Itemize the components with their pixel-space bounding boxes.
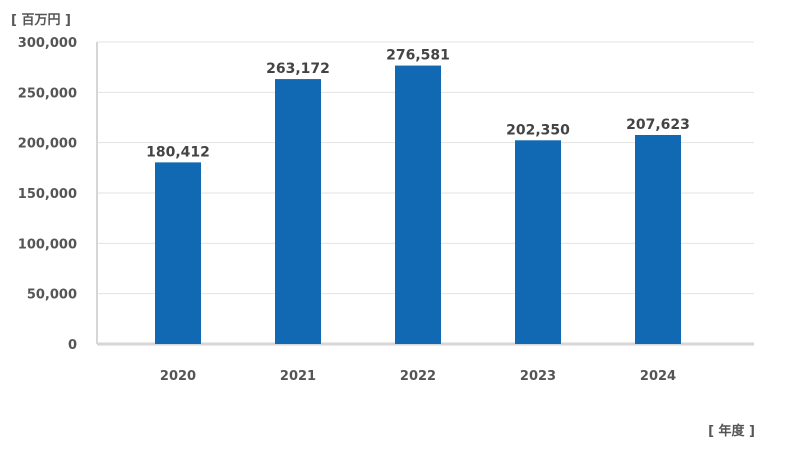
- y-tick-label: 300,000: [18, 36, 77, 51]
- bars: [155, 65, 681, 344]
- x-axis-unit-label: [ 年度 ]: [708, 423, 755, 439]
- data-label-2023: 202,350: [506, 122, 570, 138]
- y-tick-label: 250,000: [18, 86, 77, 101]
- x-tick-labels: 2020 2021 2022 2023 2024: [160, 369, 676, 384]
- bar-2022: [395, 65, 441, 344]
- x-tick-label: 2022: [400, 369, 436, 384]
- data-label-2021: 263,172: [266, 61, 330, 77]
- y-tick-labels: 0 50,000 100,000 150,000 200,000 250,000 300,0…: [18, 36, 77, 353]
- data-label-2022: 276,581: [386, 48, 450, 64]
- y-axis-unit-label: [ 百万円 ]: [11, 13, 71, 28]
- bar-2024: [635, 134, 681, 344]
- bar-2020: [155, 162, 201, 344]
- bar-2023: [515, 140, 561, 344]
- data-label-2024: 207,623: [626, 117, 690, 133]
- x-tick-label: 2024: [640, 369, 676, 384]
- x-tick-label: 2020: [160, 369, 196, 384]
- y-tick-label: 200,000: [18, 137, 77, 152]
- data-labels: 180,412 263,172 276,581 202,350 207,623: [146, 48, 690, 161]
- bar-2021: [275, 79, 321, 344]
- y-tick-label: 100,000: [18, 237, 77, 252]
- x-tick-label: 2023: [520, 369, 556, 384]
- y-tick-label: 150,000: [18, 187, 77, 202]
- y-tick-label: 50,000: [27, 288, 77, 303]
- x-tick-label: 2021: [280, 369, 316, 384]
- y-tick-label: 0: [68, 338, 77, 353]
- data-label-2020: 180,412: [146, 144, 210, 160]
